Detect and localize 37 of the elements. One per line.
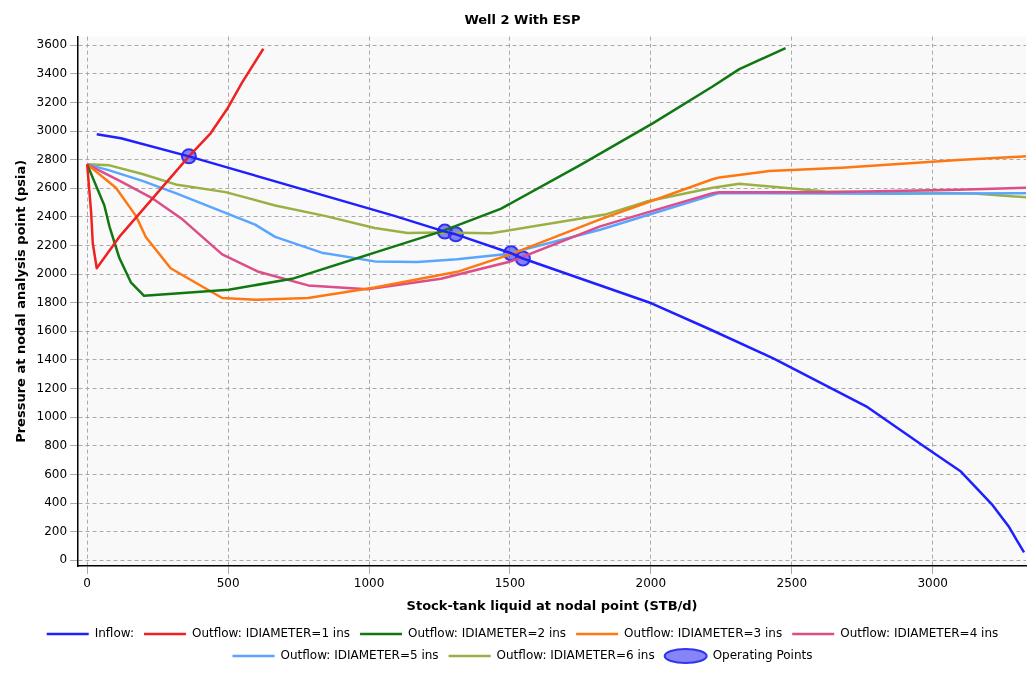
y-axis-title: Pressure at nodal analysis point (psia) [13, 159, 29, 443]
x-tick-label: 2500 [776, 576, 808, 591]
legend-label: Outflow: IDIAMETER=1 ins [191, 626, 351, 641]
x-tick-label: 1500 [494, 576, 526, 591]
y-tick-label: 2600 [36, 180, 68, 195]
y-tick-label: 1200 [36, 380, 68, 395]
y-tick-label: 1600 [36, 323, 68, 338]
y-tick-label: 1400 [36, 352, 68, 367]
y-tick-label: 2400 [36, 209, 68, 224]
y-tick-label: 2000 [36, 266, 68, 281]
x-tick-label: 500 [216, 576, 240, 591]
y-tick-label: 400 [44, 495, 68, 510]
x-tick-label: 1000 [353, 576, 385, 591]
x-tick-label: 0 [83, 576, 91, 591]
x-tick-label: 2000 [635, 576, 667, 591]
legend-label: Outflow: IDIAMETER=6 ins [496, 648, 655, 663]
legend-label: Operating Points [712, 648, 813, 663]
y-tick-label: 2800 [36, 151, 68, 166]
y-tick-label: 3000 [36, 123, 68, 138]
y-tick-label: 3600 [36, 37, 68, 52]
legend-label: Outflow: IDIAMETER=5 ins [280, 648, 439, 663]
legend-label: Outflow: IDIAMETER=4 ins [840, 626, 999, 641]
chart-title: Well 2 With ESP [464, 12, 581, 28]
y-tick-label: 1800 [36, 294, 68, 309]
y-tick-label: 3200 [36, 94, 68, 109]
legend-label: Outflow: IDIAMETER=2 ins [408, 626, 567, 641]
y-tick-label: 0 [59, 552, 68, 567]
y-tick-label: 3400 [36, 65, 68, 80]
legend-label: Outflow: IDIAMETER=3 ins [624, 626, 783, 641]
y-tick-label: 800 [44, 437, 68, 452]
x-axis-title: Stock-tank liquid at nodal point (STB/d) [406, 597, 698, 613]
x-tick-label: 3000 [917, 576, 948, 591]
y-tick-label: 2200 [36, 237, 68, 252]
y-tick-label: 1000 [36, 409, 68, 424]
y-tick-label: 200 [44, 523, 68, 538]
legend-label: Inflow: [94, 626, 134, 641]
y-tick-label: 600 [44, 466, 68, 481]
